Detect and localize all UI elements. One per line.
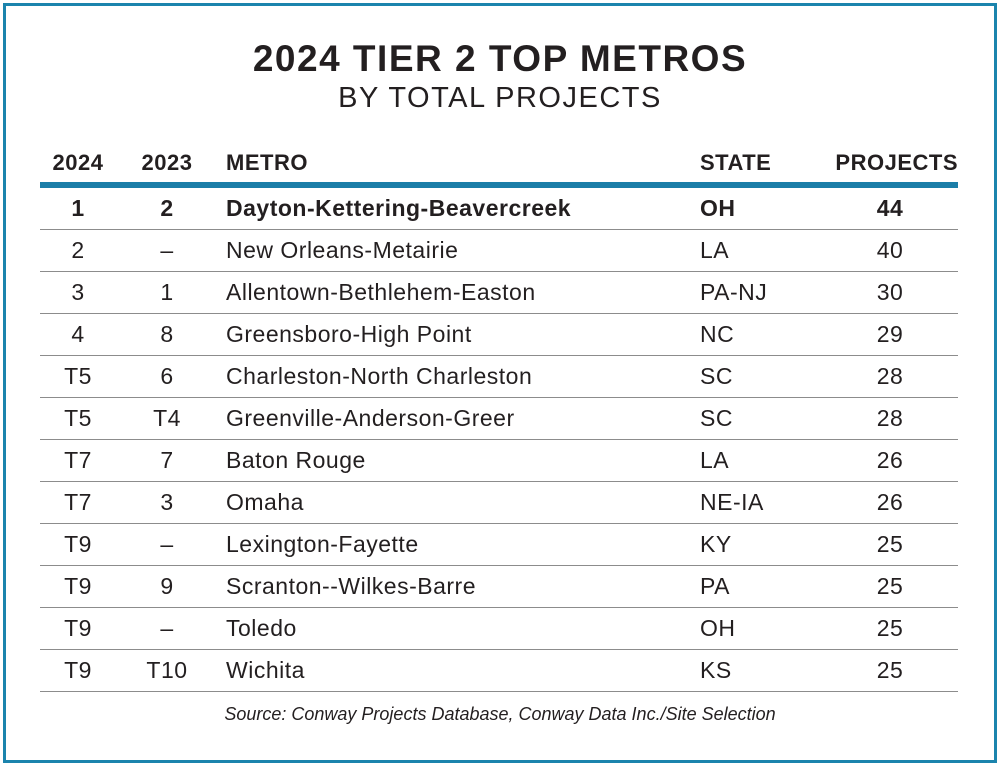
metro-cell: Wichita <box>226 657 305 683</box>
projects-cell: 25 <box>876 573 904 599</box>
metro-cell: Dayton-Kettering-Beavercreek <box>226 195 572 221</box>
metro-cell: Greenville-Anderson-Greer <box>226 405 515 431</box>
table-row: 4 8 Greensboro-High Point NC 29 <box>40 314 958 356</box>
header-2023: 2023 <box>141 150 193 175</box>
metro-cell: Allentown-Bethlehem-Easton <box>226 279 536 305</box>
rank-2023-cell: 2 <box>160 195 174 221</box>
page-subtitle: BY TOTAL PROJECTS <box>338 82 662 114</box>
state-cell: PA-NJ <box>700 279 768 305</box>
table-row: T9 – Lexington-Fayette KY 25 <box>40 524 958 566</box>
state-cell: OH <box>700 615 736 641</box>
metro-cell: Toledo <box>226 615 297 641</box>
rank-2024-cell: T9 <box>64 657 92 683</box>
state-cell: PA <box>700 573 730 599</box>
state-cell: NE-IA <box>700 489 764 515</box>
projects-cell: 25 <box>876 657 904 683</box>
rank-2023-cell: T4 <box>153 405 181 431</box>
projects-cell: 44 <box>876 195 904 221</box>
rank-2023-cell: 8 <box>160 321 174 347</box>
projects-cell: 26 <box>876 489 904 515</box>
rank-2024-cell: T7 <box>64 447 92 473</box>
state-cell: SC <box>700 363 733 389</box>
rank-2023-cell: – <box>160 531 174 557</box>
rank-2023-cell: T10 <box>146 657 188 683</box>
table-row: 2 – New Orleans-Metairie LA 40 <box>40 230 958 272</box>
state-cell: SC <box>700 405 733 431</box>
projects-cell: 30 <box>876 279 904 305</box>
metro-cell: New Orleans-Metairie <box>226 237 459 263</box>
table-row: 3 1 Allentown-Bethlehem-Easton PA-NJ 30 <box>40 272 958 314</box>
rank-2023-cell: 6 <box>160 363 174 389</box>
rank-2023-cell: 3 <box>160 489 174 515</box>
header-projects: PROJECTS <box>835 150 958 175</box>
source-note: Source: Conway Projects Database, Conway… <box>224 704 776 724</box>
table-row: T5 T4 Greenville-Anderson-Greer SC 28 <box>40 398 958 440</box>
table-body: 1 2 Dayton-Kettering-Beavercreek OH 44 2 – New … <box>40 188 958 692</box>
state-cell: OH <box>700 195 736 221</box>
rank-2024-cell: 4 <box>71 321 85 347</box>
table-row: T9 T10 Wichita KS 25 <box>40 650 958 692</box>
table-row: T5 6 Charleston-North Charleston SC 28 <box>40 356 958 398</box>
state-cell: KY <box>700 531 732 557</box>
projects-cell: 28 <box>876 363 904 389</box>
state-cell: KS <box>700 657 732 683</box>
rank-2023-cell: 7 <box>160 447 174 473</box>
header-metro: METRO <box>226 150 308 175</box>
rank-2024-cell: T7 <box>64 489 92 515</box>
projects-cell: 26 <box>876 447 904 473</box>
metro-cell: Baton Rouge <box>226 447 366 473</box>
page-title: 2024 TIER 2 TOP METROS <box>252 38 748 79</box>
metro-cell: Omaha <box>226 489 304 515</box>
projects-cell: 40 <box>876 237 904 263</box>
rank-2024-cell: 1 <box>71 195 85 221</box>
state-cell: NC <box>700 321 735 347</box>
state-cell: LA <box>700 237 730 263</box>
rank-2024-cell: T9 <box>64 615 92 641</box>
rank-2023-cell: – <box>160 237 174 263</box>
table-row: T7 7 Baton Rouge LA 26 <box>40 440 958 482</box>
rank-2024-cell: 2 <box>71 237 85 263</box>
rank-2023-cell: – <box>160 615 174 641</box>
rank-2024-cell: T5 <box>64 363 92 389</box>
table-header: 2024 2023 METRO STATE PROJECTS <box>40 140 958 182</box>
projects-cell: 25 <box>876 531 904 557</box>
metro-cell: Greensboro-High Point <box>226 321 472 347</box>
table-row: T7 3 Omaha NE-IA 26 <box>40 482 958 524</box>
metro-cell: Charleston-North Charleston <box>226 363 533 389</box>
table-row: T9 9 Scranton--Wilkes-Barre PA 25 <box>40 566 958 608</box>
projects-cell: 28 <box>876 405 904 431</box>
table-frame <box>3 3 997 763</box>
projects-cell: 25 <box>876 615 904 641</box>
table-row: T9 – Toledo OH 25 <box>40 608 958 650</box>
header-2024: 2024 <box>52 150 104 175</box>
header-state: STATE <box>700 150 772 175</box>
rankings-table: 2024 2023 METRO STATE PROJECTS 1 2 Dayton-… <box>40 140 958 692</box>
header-divider <box>40 182 958 188</box>
metro-cell: Scranton--Wilkes-Barre <box>226 573 476 599</box>
rank-2024-cell: T9 <box>64 531 92 557</box>
table-row: 1 2 Dayton-Kettering-Beavercreek OH 44 <box>40 188 958 230</box>
rank-2023-cell: 1 <box>160 279 174 305</box>
rank-2024-cell: T5 <box>64 405 92 431</box>
rank-2024-cell: T9 <box>64 573 92 599</box>
rank-2023-cell: 9 <box>160 573 174 599</box>
metro-cell: Lexington-Fayette <box>226 531 419 557</box>
state-cell: LA <box>700 447 730 473</box>
projects-cell: 29 <box>876 321 904 347</box>
rank-2024-cell: 3 <box>71 279 85 305</box>
